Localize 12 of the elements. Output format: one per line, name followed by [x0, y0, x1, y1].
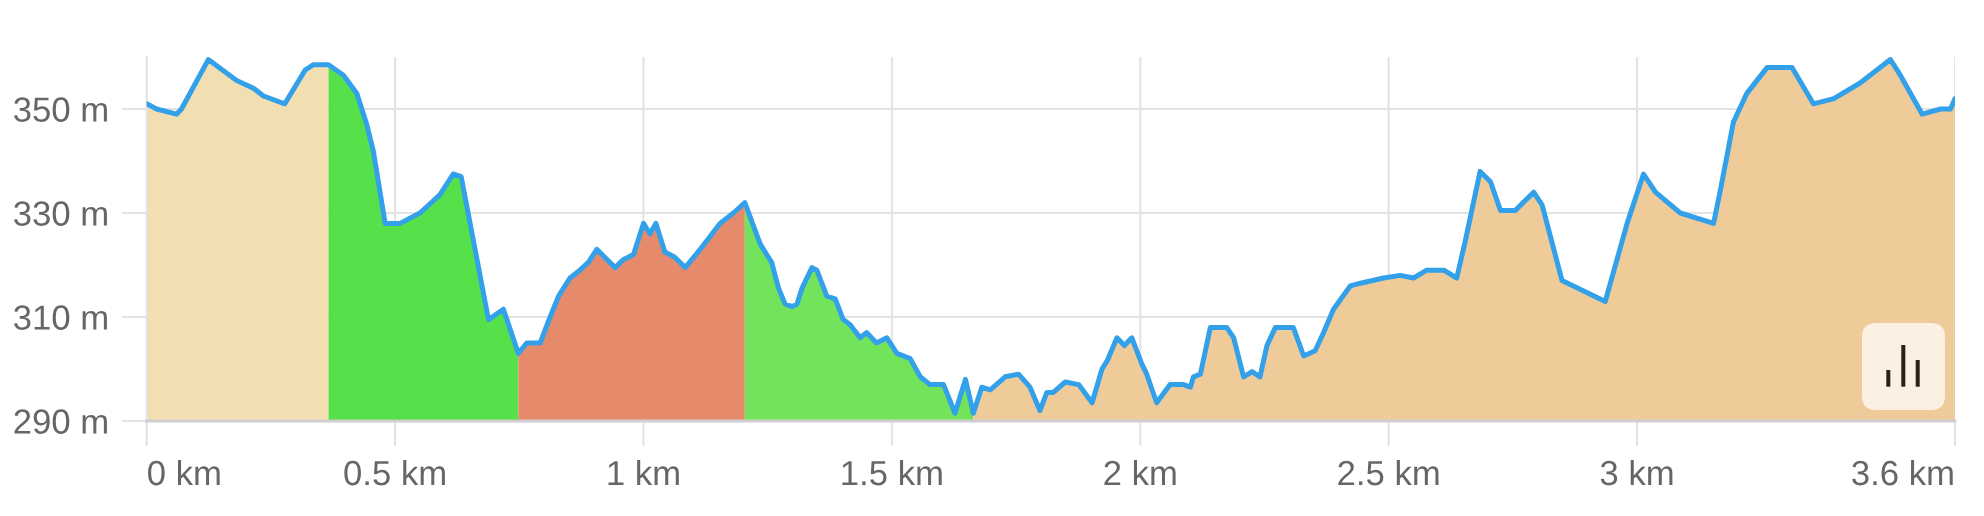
y-tick-label: 330 m: [14, 201, 107, 226]
x-tick-label: 0 km: [148, 459, 220, 486]
y-tick-label: 290 m: [14, 409, 107, 434]
x-tick-label: 1.5 km: [842, 459, 942, 486]
x-tick-label: 3.6 km: [1852, 459, 1953, 486]
y-tick-label: 350 m: [14, 97, 107, 122]
x-tick-label: 1 km: [608, 459, 679, 486]
y-tick-label: 310 m: [14, 305, 107, 330]
x-tick-label: 2.5 km: [1338, 459, 1439, 486]
x-tick-label: 3 km: [1600, 459, 1673, 486]
x-tick-label: 0.5 km: [344, 459, 445, 486]
x-tick-label: 2 km: [1104, 459, 1176, 486]
